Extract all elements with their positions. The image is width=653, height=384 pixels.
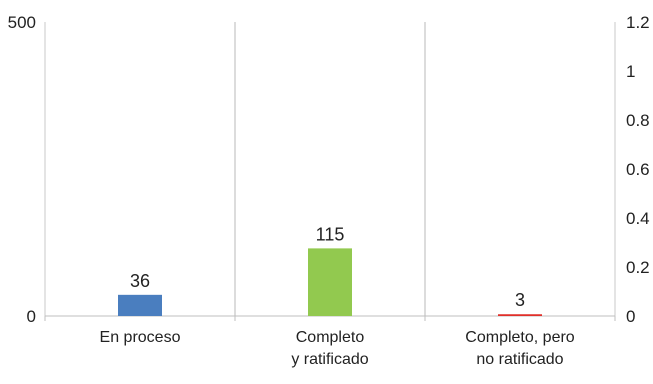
y2-tick-label: 1 — [626, 62, 635, 81]
y-tick-label: 0 — [27, 307, 36, 326]
y2-tick-label: 0 — [626, 307, 635, 326]
category-label: y ratificado — [291, 351, 368, 368]
bar — [308, 248, 352, 316]
data-label: 3 — [515, 290, 525, 310]
category-label: En proceso — [100, 329, 181, 346]
y-tick-label: 500 — [8, 13, 36, 32]
y2-tick-label: 1.2 — [626, 13, 650, 32]
category-label: Completo — [296, 329, 365, 346]
bar — [498, 314, 542, 316]
data-label: 36 — [130, 271, 150, 291]
y2-tick-label: 0.8 — [626, 111, 650, 130]
y2-tick-label: 0.2 — [626, 258, 650, 277]
y2-tick-label: 0.4 — [626, 209, 650, 228]
category-label: Completo, pero — [465, 329, 574, 346]
bar — [118, 294, 162, 316]
data-label: 115 — [316, 224, 345, 244]
category-label: no ratificado — [476, 351, 563, 368]
y2-tick-label: 0.6 — [626, 160, 650, 179]
